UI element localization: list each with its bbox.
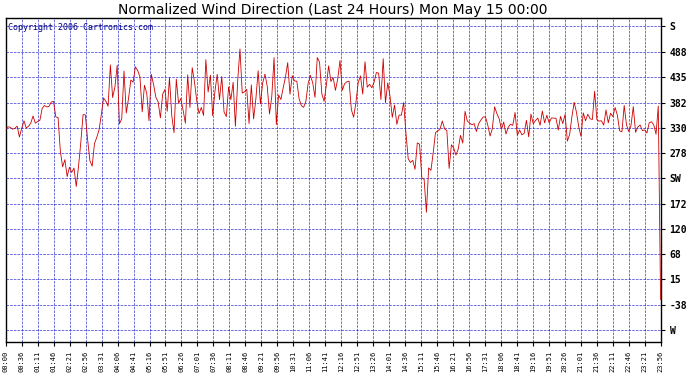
Text: Copyright 2006 Cartronics.com: Copyright 2006 Cartronics.com [8,23,152,32]
Title: Normalized Wind Direction (Last 24 Hours) Mon May 15 00:00: Normalized Wind Direction (Last 24 Hours… [119,3,548,17]
